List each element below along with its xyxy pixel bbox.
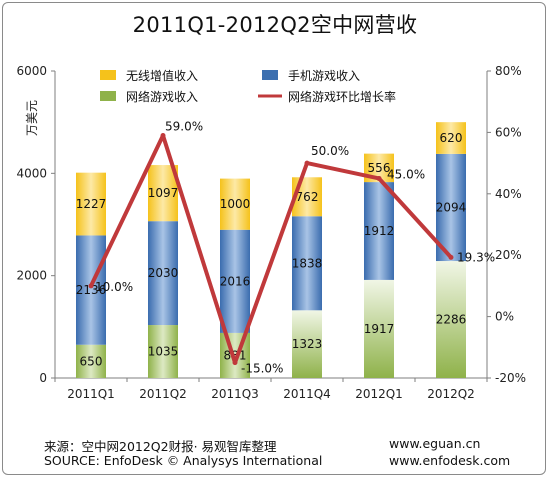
bar-value-label: 2136	[76, 283, 107, 297]
y-tick-label-right: 60%	[495, 125, 522, 139]
x-tick-label: 2011Q1	[67, 387, 115, 401]
bar-value-label: 2030	[148, 266, 179, 280]
legend-label: 手机游戏收入	[288, 69, 360, 83]
x-tick-label: 2011Q3	[211, 387, 259, 401]
y-tick-label-left: 6000	[16, 64, 47, 78]
growth-rate-label: 45.0%	[387, 167, 425, 181]
bar-segment	[364, 182, 394, 280]
bar-segment	[148, 325, 178, 378]
growth-rate-label: 19.3%	[457, 250, 495, 264]
bar-segment	[364, 279, 394, 378]
legend-label: 网络游戏收入	[126, 89, 198, 104]
bar-segment	[292, 310, 322, 378]
bar-value-label: 1838	[292, 256, 323, 270]
y-tick-label-left: 0	[39, 371, 47, 385]
url-eguan: www.eguan.cn	[389, 436, 481, 451]
bar-value-label: 1000	[220, 197, 251, 211]
y-tick-label-left: 4000	[16, 166, 47, 180]
bar-value-label: 1912	[364, 224, 395, 238]
y-tick-label-right: 0%	[495, 310, 514, 324]
bar-segment	[220, 178, 250, 230]
bar-segment	[76, 172, 106, 236]
y-tick-label-right: 40%	[495, 187, 522, 201]
bar-segment	[76, 344, 106, 378]
x-tick-label: 2011Q2	[139, 387, 187, 401]
growth-rate-label: 59.0%	[165, 119, 203, 133]
growth-point	[376, 175, 382, 181]
bar-value-label: 1917	[364, 322, 395, 336]
bar-segment	[292, 216, 322, 311]
legend-swatch	[100, 91, 116, 101]
bar-value-label: 620	[440, 131, 463, 145]
bar-segment	[436, 261, 466, 378]
source-en: SOURCE: EnfoDesk © Analysys Internationa…	[44, 453, 323, 468]
bar-value-label: 2016	[220, 274, 251, 288]
y-tick-label-right: 20%	[495, 248, 522, 262]
y-axis-label: 万美元	[25, 100, 39, 136]
growth-line	[89, 133, 453, 365]
legend-label: 无线增值收入	[126, 68, 198, 83]
chart-title: 2011Q1-2012Q2空中网营收	[132, 13, 418, 37]
growth-point	[448, 254, 454, 260]
bar-value-label: 650	[80, 354, 103, 368]
growth-rate-label: 10.0%	[95, 280, 133, 294]
bar-value-label: 1227	[76, 197, 107, 211]
bar-value-label: 2094	[436, 200, 467, 214]
source-cn: 来源：空中网2012Q2财报· 易观智库整理	[44, 439, 277, 454]
growth-point	[232, 360, 238, 366]
y-tick-label-right: 80%	[495, 64, 522, 78]
legend-swatch	[100, 70, 116, 80]
y-tick-label-right: -20%	[495, 371, 526, 385]
bar-value-label: 762	[296, 190, 319, 204]
growth-rate-label: -15.0%	[241, 362, 283, 376]
url-enfodesk: www.enfodesk.com	[389, 453, 511, 468]
bar-segment	[436, 153, 466, 262]
bar-value-label: 1035	[148, 345, 179, 359]
growth-point	[88, 283, 94, 289]
bar-value-label: 2286	[436, 313, 467, 327]
y-tick-label-left: 2000	[16, 269, 47, 283]
x-tick-label: 2012Q2	[427, 387, 475, 401]
bar-segment	[220, 229, 250, 333]
legend-swatch	[262, 70, 278, 80]
bar-segment	[148, 165, 178, 222]
x-tick-label: 2011Q4	[283, 387, 331, 401]
x-tick-label: 2012Q1	[355, 387, 403, 401]
bar-segment	[76, 235, 106, 345]
growth-rate-label: 50.0%	[311, 144, 349, 158]
bar-value-label: 556	[368, 161, 391, 175]
bar-segment	[292, 177, 322, 217]
bar-value-label: 1323	[292, 337, 323, 351]
legend-label: 网络游戏环比增长率	[288, 89, 396, 104]
bar-segment	[148, 221, 178, 326]
growth-point	[160, 132, 166, 138]
bar-value-label: 1097	[148, 186, 179, 200]
bar-segment	[436, 122, 466, 154]
growth-point	[304, 160, 310, 166]
